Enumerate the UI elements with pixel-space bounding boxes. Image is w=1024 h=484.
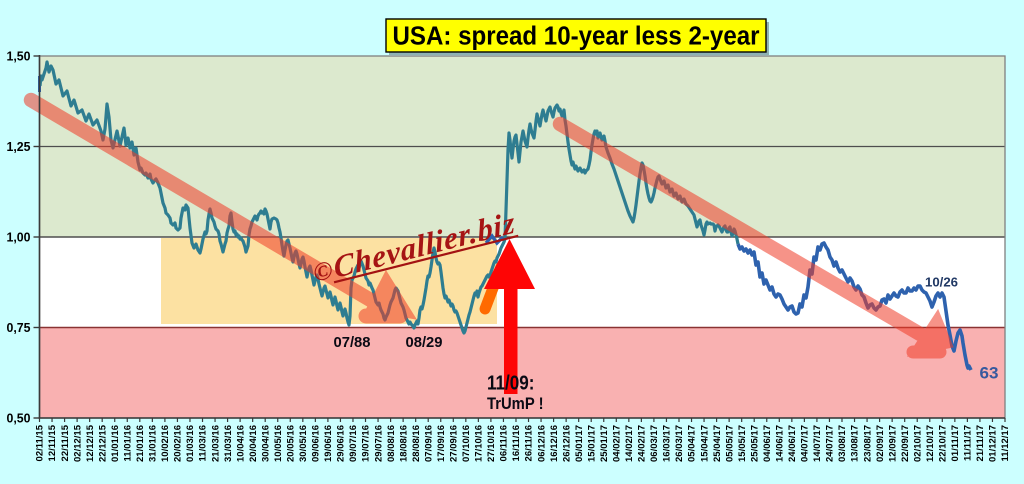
svg-text:26/11/16: 26/11/16 [524,425,535,461]
svg-text:10/26: 10/26 [925,275,958,290]
svg-text:©: © [312,254,334,288]
svg-text:21/03/16: 21/03/16 [210,425,221,462]
svg-text:11/01/16: 11/01/16 [122,425,133,461]
svg-text:14/07/17: 14/07/17 [812,425,823,462]
svg-text:30/05/16: 30/05/16 [298,425,309,462]
svg-text:30/04/16: 30/04/16 [260,425,271,462]
svg-text:63: 63 [980,365,999,383]
svg-text:13/08/17: 13/08/17 [850,425,861,462]
svg-text:24/02/17: 24/02/17 [637,425,648,462]
svg-text:1,25: 1,25 [7,139,31,154]
svg-text:19/06/16: 19/06/16 [323,425,334,462]
svg-text:20/04/16: 20/04/16 [248,425,259,462]
svg-text:21/01/16: 21/01/16 [135,425,146,462]
svg-text:24/07/17: 24/07/17 [825,425,836,462]
svg-text:14/02/17: 14/02/17 [624,425,635,462]
svg-text:27/09/16: 27/09/16 [448,425,459,462]
svg-text:26/03/17: 26/03/17 [674,425,685,462]
svg-text:09/06/16: 09/06/16 [311,425,322,462]
svg-text:01/01/16: 01/01/16 [110,425,121,462]
svg-text:0,75: 0,75 [7,320,31,335]
svg-text:20/05/16: 20/05/16 [285,425,296,462]
svg-text:11/09:: 11/09: [487,373,535,395]
svg-text:15/01/17: 15/01/17 [586,425,597,462]
svg-text:1,00: 1,00 [7,230,31,245]
svg-text:24/06/17: 24/06/17 [787,425,798,462]
svg-text:29/07/16: 29/07/16 [373,425,384,462]
svg-text:25/05/17: 25/05/17 [749,425,760,462]
svg-text:28/08/16: 28/08/16 [411,425,422,462]
svg-text:05/05/17: 05/05/17 [724,425,735,462]
svg-text:17/10/16: 17/10/16 [474,425,485,462]
svg-text:14/06/17: 14/06/17 [775,425,786,462]
svg-text:02/11/15: 02/11/15 [35,424,46,461]
svg-text:23/08/17: 23/08/17 [862,425,873,462]
svg-text:12/09/17: 12/09/17 [887,425,898,462]
svg-text:09/07/16: 09/07/16 [348,425,359,462]
svg-text:12/12/15: 12/12/15 [85,424,96,462]
svg-text:0,50: 0,50 [7,411,31,426]
svg-text:12/11/15: 12/11/15 [47,424,58,461]
svg-text:31/01/16: 31/01/16 [148,425,159,462]
svg-text:22/12/15: 22/12/15 [97,424,108,462]
svg-text:19/07/16: 19/07/16 [361,425,372,462]
svg-text:02/09/17: 02/09/17 [875,425,886,462]
svg-text:02/10/17: 02/10/17 [912,425,923,462]
svg-text:18/08/16: 18/08/16 [398,425,409,462]
svg-text:11/11/17: 11/11/17 [963,425,974,461]
svg-text:16/03/17: 16/03/17 [662,425,673,462]
svg-text:07/09/16: 07/09/16 [423,425,434,462]
svg-text:05/01/17: 05/01/17 [574,425,585,462]
svg-text:20/02/16: 20/02/16 [173,425,184,462]
svg-text:08/29: 08/29 [406,334,443,351]
svg-text:11/03/16: 11/03/16 [198,425,209,461]
svg-text:04/02/17: 04/02/17 [611,425,622,462]
svg-text:07/10/16: 07/10/16 [461,425,472,462]
svg-text:21/11/17: 21/11/17 [975,425,986,461]
svg-text:25/04/17: 25/04/17 [712,425,723,462]
svg-text:01/11/17: 01/11/17 [950,425,961,461]
svg-text:26/12/16: 26/12/16 [561,425,572,462]
svg-text:22/09/17: 22/09/17 [900,425,911,462]
svg-text:01/03/16: 01/03/16 [185,425,196,462]
svg-text:15/04/17: 15/04/17 [699,425,710,462]
svg-text:16/12/16: 16/12/16 [549,425,560,462]
svg-text:USA: spread 10-year less 2-yea: USA: spread 10-year less 2-year [393,23,760,51]
svg-text:TrUmP !: TrUmP ! [487,395,544,413]
svg-text:10/05/16: 10/05/16 [273,425,284,462]
svg-text:10/02/16: 10/02/16 [160,425,171,462]
svg-text:15/05/17: 15/05/17 [737,425,748,462]
svg-text:03/08/17: 03/08/17 [837,425,848,462]
svg-text:04/06/17: 04/06/17 [762,425,773,462]
svg-text:06/11/16: 06/11/16 [499,425,510,461]
svg-text:06/03/17: 06/03/17 [649,425,660,462]
svg-text:22/11/15: 22/11/15 [60,424,71,461]
svg-text:1,50: 1,50 [7,49,31,64]
svg-text:01/12/17: 01/12/17 [988,425,999,462]
svg-text:02/12/15: 02/12/15 [72,424,83,462]
svg-text:08/08/16: 08/08/16 [386,425,397,462]
svg-text:12/10/17: 12/10/17 [925,425,936,462]
svg-text:05/04/17: 05/04/17 [687,425,698,462]
svg-text:16/11/16: 16/11/16 [511,425,522,461]
svg-text:25/01/17: 25/01/17 [599,425,610,462]
svg-text:10/04/16: 10/04/16 [235,425,246,462]
svg-text:27/10/16: 27/10/16 [486,425,497,462]
svg-text:31/03/16: 31/03/16 [223,425,234,462]
svg-text:07/88: 07/88 [334,334,371,351]
svg-text:06/12/16: 06/12/16 [536,425,547,462]
svg-text:04/07/17: 04/07/17 [800,425,811,462]
svg-text:11/12/17: 11/12/17 [1000,425,1011,461]
svg-text:22/10/17: 22/10/17 [938,425,949,462]
svg-text:17/09/16: 17/09/16 [436,425,447,462]
svg-text:29/06/16: 29/06/16 [336,425,347,462]
